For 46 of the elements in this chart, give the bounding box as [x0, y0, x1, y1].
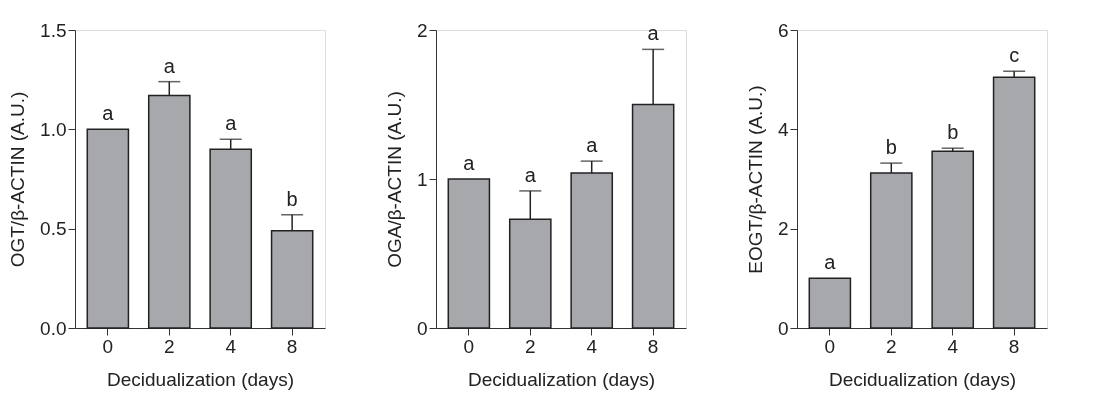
bar: [447, 178, 491, 329]
y-tick-label: 6: [777, 19, 789, 41]
y-tick-label: 0: [416, 317, 428, 339]
y-axis-title: OGT/β-ACTIN (A.U.): [7, 91, 29, 268]
y-tick-label: 1.0: [40, 118, 67, 140]
x-tick-label: 8: [286, 335, 298, 357]
bar: [808, 277, 852, 329]
annotation: b: [885, 136, 897, 159]
x-tick-label: 0: [824, 335, 836, 357]
y-tick-label: 0.5: [40, 218, 67, 240]
annotation: a: [824, 251, 837, 274]
y-axis-title: OGA/β-ACTIN (A.U.): [383, 91, 405, 268]
x-tick-label: 4: [947, 335, 959, 357]
annotation: a: [524, 163, 537, 186]
x-tick-label: 2: [164, 335, 175, 357]
x-tick-label: 2: [525, 335, 536, 357]
x-tick-label: 8: [1008, 335, 1020, 357]
x-axis-title: Decidualization (days): [468, 368, 655, 390]
annotation: b: [286, 187, 298, 210]
y-tick-label: 2: [416, 19, 428, 41]
annotation: a: [586, 134, 599, 157]
y-tick-label: 0: [777, 317, 789, 339]
bar: [931, 150, 975, 329]
x-tick-label: 0: [102, 335, 114, 357]
annotation: c: [1009, 44, 1020, 67]
x-tick-label: 2: [886, 335, 897, 357]
x-axis-title: Decidualization (days): [829, 368, 1016, 390]
x-axis-title: Decidualization (days): [107, 368, 294, 390]
bar: [86, 128, 130, 329]
y-tick-label: 2: [777, 218, 789, 240]
annotation: a: [225, 112, 238, 135]
x-tick-label: 4: [586, 335, 598, 357]
bar: [992, 76, 1036, 329]
x-tick-label: 0: [463, 335, 475, 357]
x-tick-label: 8: [647, 335, 659, 357]
y-tick-label: 4: [777, 118, 789, 140]
x-tick-label: 4: [225, 335, 237, 357]
y-tick-label: 1: [416, 168, 428, 190]
y-axis-title: EOGT/β-ACTIN (A.U.): [744, 85, 766, 274]
annotation: a: [163, 54, 176, 77]
annotation: b: [947, 121, 959, 144]
y-tick-label: 1.5: [40, 19, 67, 41]
y-tick-label: 0.0: [40, 317, 67, 339]
annotation: a: [463, 152, 476, 174]
annotation: a: [102, 102, 115, 125]
annotation: a: [647, 22, 660, 45]
